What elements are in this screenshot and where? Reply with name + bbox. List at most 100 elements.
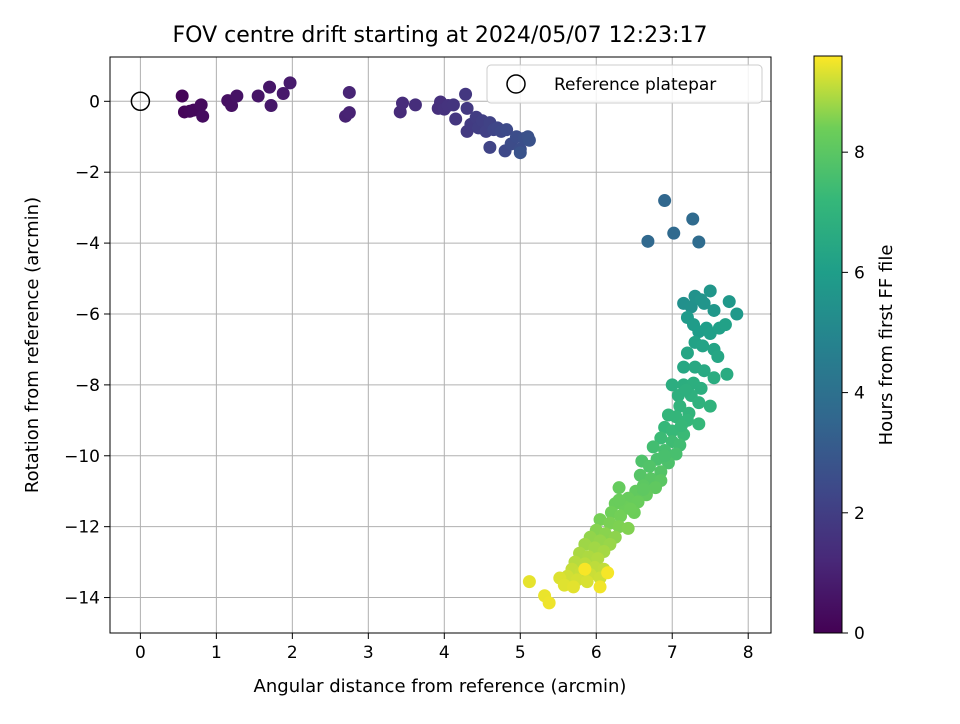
colorbar-tick-label: 4: [854, 384, 865, 404]
data-point: [230, 89, 244, 103]
data-point: [697, 364, 711, 378]
data-point: [707, 303, 721, 317]
colorbar-tick-label: 0: [854, 624, 865, 644]
colorbar-tick-label: 8: [854, 143, 865, 163]
data-point: [658, 449, 672, 463]
legend-box: [486, 64, 763, 104]
x-tick-label: 7: [667, 643, 678, 663]
reference-marker: [130, 91, 151, 112]
data-point: [276, 87, 290, 101]
data-point: [621, 521, 635, 535]
colorbar-gradient: [813, 55, 843, 634]
data-point: [175, 89, 189, 103]
data-point: [263, 80, 277, 94]
y-tick-label: −14: [64, 589, 100, 609]
data-point: [730, 307, 744, 321]
data-point: [196, 109, 210, 123]
data-point: [692, 417, 706, 431]
y-tick-label: −12: [64, 518, 100, 538]
chart-title: FOV centre drift starting at 2024/05/07 …: [173, 23, 708, 48]
data-point: [677, 360, 691, 374]
data-point: [673, 399, 687, 413]
reference-point: [130, 91, 151, 112]
grid-lines: [110, 57, 771, 633]
data-point: [722, 295, 736, 309]
data-point: [686, 212, 700, 226]
data-point: [459, 87, 473, 101]
data-point: [408, 98, 422, 112]
x-tick-label: 4: [439, 643, 450, 663]
data-point: [225, 99, 239, 113]
data-point: [669, 447, 683, 461]
legend: Reference platepar: [486, 64, 763, 104]
y-tick-label: −10: [64, 447, 100, 467]
data-point: [636, 482, 650, 496]
data-point: [641, 234, 655, 248]
data-point: [601, 566, 615, 580]
data-point: [703, 399, 717, 413]
data-point: [449, 112, 463, 126]
x-tick-label: 5: [515, 643, 526, 663]
y-tick-label: −6: [75, 305, 100, 325]
data-point: [264, 99, 278, 113]
data-point: [684, 300, 698, 314]
data-point: [703, 284, 717, 298]
y-axis-ticks: 0 −2 −4 −6 −8 −10 −12 −14: [64, 92, 110, 609]
y-tick-label: −2: [75, 163, 100, 183]
data-points: [175, 76, 744, 610]
data-point: [696, 339, 710, 353]
data-point: [446, 98, 460, 112]
y-axis-label: Rotation from reference (arcmin): [22, 197, 43, 493]
data-point: [642, 459, 656, 473]
x-tick-label: 0: [135, 643, 146, 663]
data-point: [680, 346, 694, 360]
data-point: [667, 226, 681, 240]
data-point: [396, 96, 410, 110]
data-point: [692, 235, 706, 249]
data-point: [707, 371, 721, 385]
x-tick-label: 1: [211, 643, 222, 663]
x-tick-label: 3: [363, 643, 374, 663]
data-point: [614, 509, 628, 523]
colorbar-ticks: 0 2 4 6 8: [842, 143, 865, 644]
data-point: [623, 502, 637, 516]
data-point: [674, 419, 688, 433]
data-point: [612, 493, 626, 507]
colorbar: 0 2 4 6 8 Hours from first FF file: [813, 55, 897, 644]
x-axis-label: Angular distance from reference (arcmin): [254, 676, 627, 697]
data-point: [720, 367, 734, 381]
x-tick-label: 2: [287, 643, 298, 663]
data-point: [593, 513, 607, 527]
data-point: [711, 350, 725, 364]
data-point: [542, 596, 556, 610]
data-point: [460, 101, 474, 115]
data-point: [694, 381, 708, 395]
data-point: [692, 396, 706, 410]
y-tick-label: −8: [75, 376, 100, 396]
data-point: [654, 431, 668, 445]
x-tick-label: 6: [591, 643, 602, 663]
data-point: [665, 378, 679, 392]
data-point: [342, 106, 356, 120]
data-point: [522, 133, 536, 147]
data-point: [513, 146, 527, 160]
colorbar-label: Hours from first FF file: [876, 245, 897, 446]
data-point: [633, 468, 647, 482]
data-point: [194, 98, 208, 112]
data-point: [342, 85, 356, 99]
data-point: [646, 440, 660, 454]
y-tick-label: −4: [75, 234, 100, 254]
y-tick-label: 0: [89, 92, 100, 112]
data-point: [679, 383, 693, 397]
data-point: [483, 140, 497, 154]
data-point: [500, 123, 514, 137]
colorbar-tick-label: 2: [854, 504, 865, 524]
data-point: [283, 76, 297, 90]
data-point: [658, 194, 672, 208]
data-point: [566, 580, 580, 594]
data-point: [649, 481, 663, 495]
x-axis-ticks: 0 1 2 3 4 5 6 7 8: [135, 633, 754, 663]
data-point: [580, 575, 594, 589]
data-point: [522, 575, 536, 589]
